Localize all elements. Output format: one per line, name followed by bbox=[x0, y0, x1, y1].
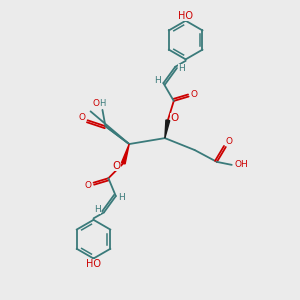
Text: O: O bbox=[92, 99, 99, 108]
Text: H: H bbox=[154, 76, 161, 85]
Polygon shape bbox=[165, 120, 170, 138]
Text: H: H bbox=[178, 64, 184, 73]
Text: H: H bbox=[118, 193, 125, 202]
Polygon shape bbox=[122, 144, 129, 164]
Text: O: O bbox=[170, 113, 178, 123]
Text: OH: OH bbox=[235, 160, 248, 169]
Text: O: O bbox=[85, 181, 92, 190]
Text: O: O bbox=[190, 90, 197, 99]
Text: O: O bbox=[112, 161, 121, 171]
Text: H: H bbox=[99, 99, 106, 108]
Text: H: H bbox=[94, 205, 101, 214]
Text: HO: HO bbox=[178, 11, 193, 21]
Text: HO: HO bbox=[86, 259, 101, 269]
Text: O: O bbox=[79, 113, 86, 122]
Text: O: O bbox=[226, 137, 233, 146]
